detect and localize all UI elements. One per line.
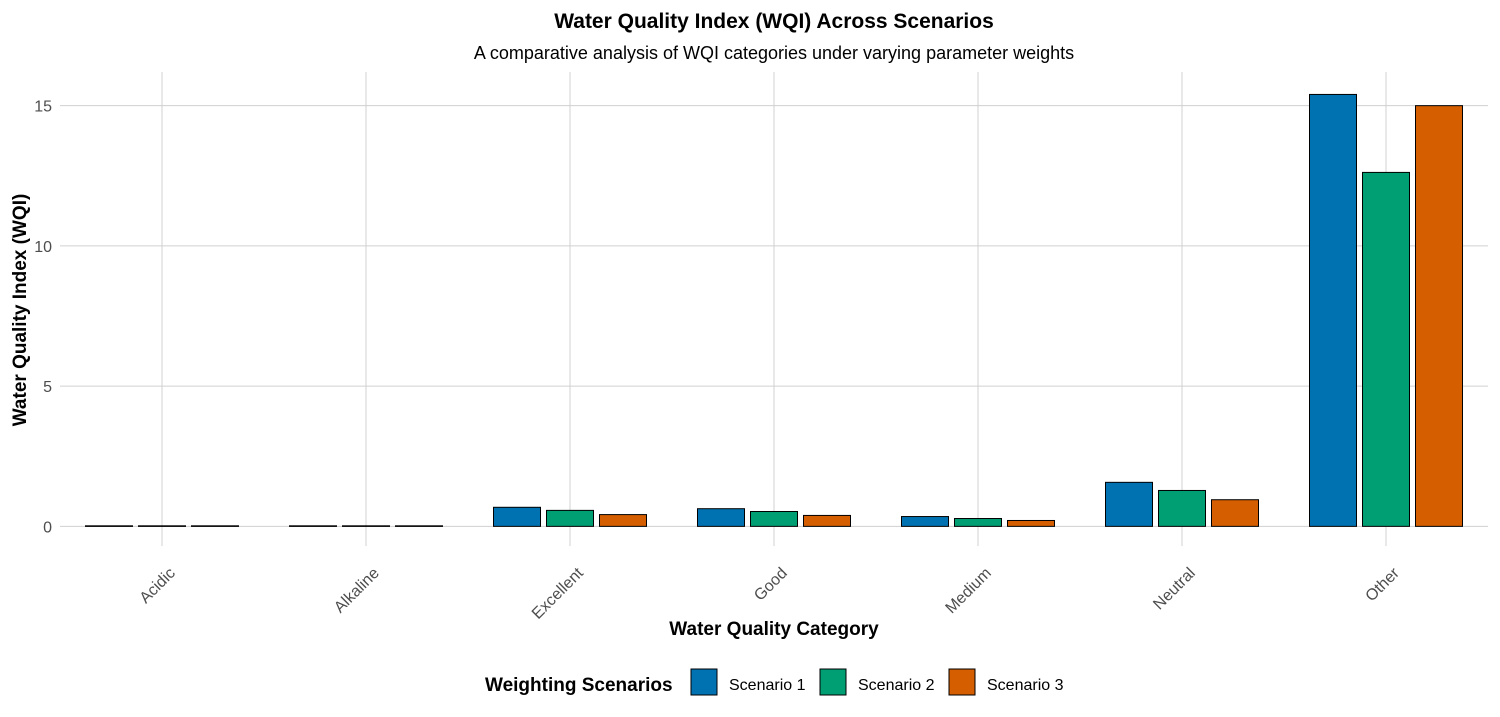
chart-title: Water Quality Index (WQI) Across Scenari… xyxy=(554,10,994,33)
bar-alkaline-scenario-1 xyxy=(289,525,337,527)
legend-title: Weighting Scenarios xyxy=(485,675,673,696)
legend-label-1: Scenario 1 xyxy=(729,677,806,694)
x-tick-label: Good xyxy=(751,565,791,605)
x-tick-label: Acidic xyxy=(137,565,179,607)
bar-excellent-scenario-3 xyxy=(599,514,647,527)
y-tick-label: 15 xyxy=(34,99,52,116)
bar-neutral-scenario-3 xyxy=(1211,499,1259,527)
bar-marks xyxy=(85,93,1463,527)
legend-swatch-2 xyxy=(819,668,847,696)
bar-other-scenario-1 xyxy=(1309,93,1357,527)
bar-medium-scenario-2 xyxy=(954,518,1002,527)
x-tick-label: Medium xyxy=(943,565,995,617)
grid-lines xyxy=(60,72,1488,546)
x-tick-label: Neutral xyxy=(1150,565,1198,613)
y-tick-label: 5 xyxy=(43,379,52,396)
y-tick-labels: 0 5 10 15 xyxy=(34,99,52,537)
bar-acidic-scenario-2 xyxy=(138,525,186,527)
x-tick-label: Other xyxy=(1363,564,1404,605)
legend-swatch-1 xyxy=(690,668,718,696)
bar-other-scenario-3 xyxy=(1415,105,1463,527)
bar-excellent-scenario-1 xyxy=(493,506,541,527)
x-tick-label: Excellent xyxy=(529,564,587,622)
legend: Weighting Scenarios Scenario 1 Scenario 2… xyxy=(485,668,1064,696)
bar-alkaline-scenario-3 xyxy=(395,525,443,527)
bar-neutral-scenario-2 xyxy=(1158,489,1206,527)
bar-medium-scenario-1 xyxy=(901,516,949,527)
bar-neutral-scenario-1 xyxy=(1105,481,1153,527)
bar-good-scenario-2 xyxy=(750,511,798,527)
bar-good-scenario-3 xyxy=(803,514,851,527)
x-tick-labels: Acidic Alkaline Excellent Good Medium Neutral… xyxy=(137,564,1404,622)
bar-acidic-scenario-3 xyxy=(191,525,239,527)
bar-good-scenario-1 xyxy=(697,508,745,527)
bar-other-scenario-2 xyxy=(1362,171,1410,527)
bar-acidic-scenario-1 xyxy=(85,525,133,527)
bar-excellent-scenario-2 xyxy=(546,509,594,527)
legend-label-3: Scenario 3 xyxy=(987,677,1064,694)
legend-swatch-3 xyxy=(948,668,976,696)
legend-items: Scenario 1 Scenario 2 Scenario 3 xyxy=(690,668,1064,696)
y-axis-title: Water Quality Index (WQI) xyxy=(10,194,31,427)
bar-alkaline-scenario-2 xyxy=(342,525,390,527)
y-tick-label: 10 xyxy=(34,239,52,256)
y-tick-label: 0 xyxy=(43,519,52,536)
legend-label-2: Scenario 2 xyxy=(858,677,935,694)
x-axis-title: Water Quality Category xyxy=(669,619,879,640)
chart-subtitle: A comparative analysis of WQI categories… xyxy=(474,43,1074,63)
x-tick-label: Alkaline xyxy=(331,565,383,617)
bar-medium-scenario-3 xyxy=(1007,519,1055,527)
